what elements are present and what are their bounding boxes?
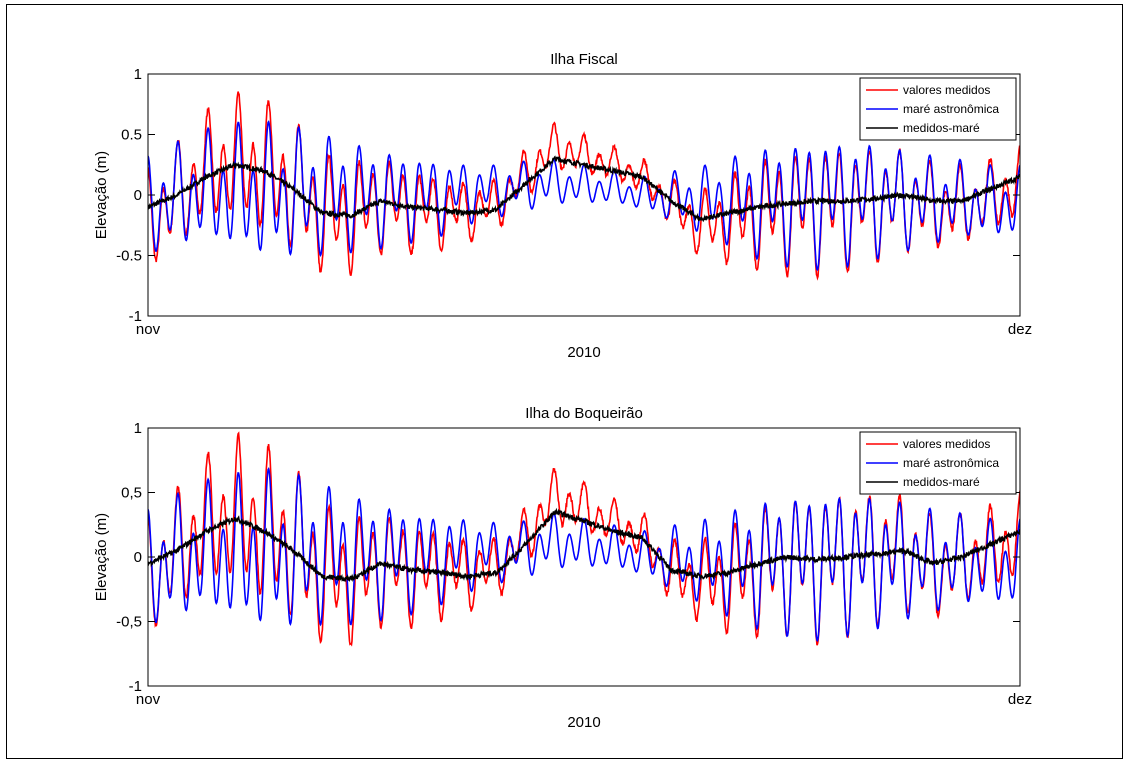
x-tick-label: nov <box>136 691 161 708</box>
y-tick-label: 0 <box>134 187 142 204</box>
legend-label: valores medidos <box>903 437 990 451</box>
series-line-mare-astronomica <box>148 466 1020 643</box>
legend-label: maré astronômica <box>903 456 999 470</box>
series-group <box>148 91 1020 281</box>
x-tick-label: dez <box>1008 691 1032 708</box>
y-tick-label: 1 <box>134 66 142 83</box>
chart-panel: -1 -0,5 0 0,5 1 nov dez Ilha do Boqueirão 2010 El… <box>93 405 1032 731</box>
y-tick-label: -0,5 <box>116 614 142 631</box>
x-tick-label: dez <box>1008 321 1032 338</box>
legend-label: medidos-maré <box>903 475 980 489</box>
legend-label: valores medidos <box>903 83 990 97</box>
legend-label: medidos-maré <box>903 121 980 135</box>
chart-title: Ilha do Boqueirão <box>525 405 643 422</box>
legend-label: maré astronômica <box>903 102 999 116</box>
x-axis-label: 2010 <box>567 344 600 361</box>
series-line-medidos-mare <box>148 507 1020 583</box>
series-group <box>148 431 1020 647</box>
legend-box <box>859 431 1017 495</box>
series-line-medidos-mare <box>148 155 1020 223</box>
y-tick-label: -0.5 <box>116 248 142 265</box>
legend: valores medidos maré astronômica medidos-m… <box>859 77 1017 141</box>
chart-title: Ilha Fiscal <box>550 51 618 68</box>
y-tick-label: 0,5 <box>121 485 142 502</box>
x-axis-label: 2010 <box>567 714 600 731</box>
y-axis-label: Elevação (m) <box>93 513 110 601</box>
legend: valores medidos maré astronômica medidos-m… <box>859 431 1017 495</box>
y-axis-label: Elevação (m) <box>93 151 110 239</box>
y-tick-label: -1 <box>129 308 142 325</box>
y-tick-label: -1 <box>129 678 142 695</box>
chart-panel: -1 -0.5 0 0.5 1 nov dez Ilha Fiscal 2010 Elevação… <box>93 51 1032 361</box>
y-tick-label: 1 <box>134 420 142 437</box>
y-tick-label: 0 <box>134 549 142 566</box>
x-tick-label: nov <box>136 321 161 338</box>
y-tick-label: 0.5 <box>121 127 142 144</box>
